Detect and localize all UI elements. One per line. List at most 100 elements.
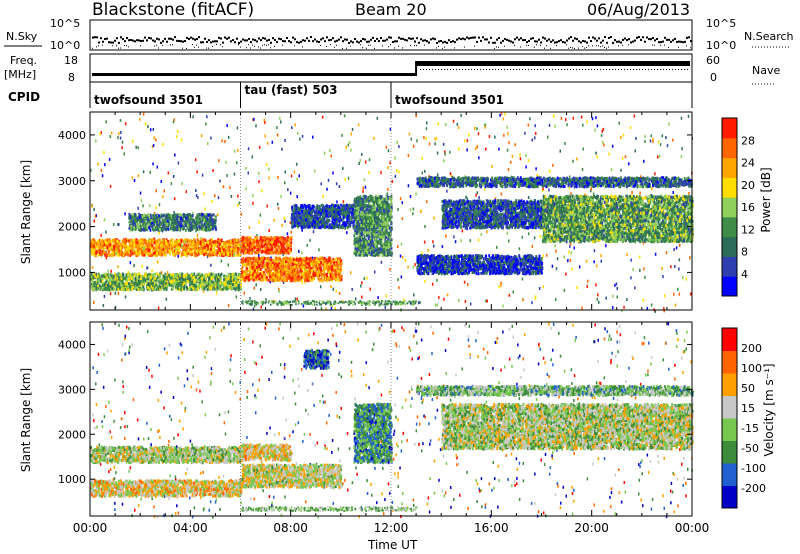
heatmap-cell — [176, 135, 178, 138]
heatmap-cell — [634, 149, 636, 152]
nsky-sample — [154, 40, 156, 42]
nsky-sample — [132, 40, 134, 42]
nsky-sample — [302, 39, 304, 41]
nave-sample — [621, 69, 622, 70]
nsky-sample — [386, 39, 388, 41]
nave-sample — [546, 69, 547, 70]
nsky-sample — [450, 41, 452, 43]
nsky-sample — [140, 40, 142, 42]
nave-sample — [423, 69, 424, 70]
nsearch-sample — [436, 47, 437, 48]
nsky-sample — [464, 38, 466, 40]
heatmap-cell — [115, 292, 117, 295]
nsearch-sample — [360, 44, 361, 45]
heatmap-cell — [514, 143, 516, 146]
nsearch-sample — [596, 45, 597, 46]
nsky-sample — [112, 42, 114, 44]
heatmap-cell — [531, 138, 533, 141]
nsky-sample — [650, 38, 652, 40]
heatmap-cell — [566, 123, 568, 126]
nsky-sample — [552, 39, 554, 41]
nave-sample — [582, 69, 583, 70]
heatmap-cell — [411, 138, 413, 141]
heatmap-cell — [569, 175, 571, 178]
heatmap-cell — [570, 259, 572, 262]
nsky-sample — [574, 37, 576, 39]
nsky-sample — [638, 36, 640, 38]
nave-tick-high: 60 — [706, 54, 720, 67]
nsky-sample — [136, 39, 138, 41]
heatmap-cell — [618, 122, 620, 125]
nsky-sample — [682, 41, 684, 43]
nsky-sample — [576, 38, 578, 40]
nsky-sample — [142, 40, 144, 42]
nsky-sample — [234, 41, 236, 43]
heatmap-cell — [294, 171, 296, 174]
nsearch-sample — [444, 47, 445, 48]
heatmap-cell — [93, 208, 95, 211]
nsearch-sample — [128, 46, 129, 47]
nsky-sample — [396, 40, 398, 42]
nsearch-sample — [208, 48, 209, 49]
nsky-sample — [536, 41, 538, 43]
heatmap-cell — [644, 140, 646, 143]
nsky-sample — [648, 38, 650, 40]
heatmap-cell — [167, 271, 169, 274]
nsky-sample — [504, 38, 506, 40]
nsky-sample — [488, 41, 490, 43]
nsky-sample — [442, 41, 444, 43]
heatmap-cell — [118, 132, 120, 135]
nsky-sample — [172, 39, 174, 41]
nave-sample — [507, 69, 508, 70]
heatmap-cell — [294, 123, 296, 126]
nsky-sample — [658, 41, 660, 43]
nsky-sample — [130, 39, 132, 41]
nsky-sample — [322, 37, 324, 39]
heatmap-cell — [95, 215, 97, 218]
nsearch-sample — [260, 48, 261, 49]
nsky-sample — [418, 42, 420, 44]
heatmap-cell — [387, 166, 389, 169]
nsky-sample — [420, 38, 422, 40]
heatmap-cell — [504, 112, 506, 115]
nsky-sample — [98, 41, 100, 43]
heatmap-cell — [284, 220, 286, 223]
nsky-sample — [608, 37, 610, 39]
heatmap-cell — [654, 172, 656, 175]
nsearch-sample — [546, 45, 547, 46]
heatmap-cell — [651, 187, 653, 190]
nsky-sample — [340, 36, 342, 38]
nsky-sample — [198, 36, 200, 38]
nsky-sample — [664, 37, 666, 39]
nave-sample — [588, 69, 589, 70]
nsky-sample — [242, 39, 244, 41]
nsky-sample — [146, 39, 148, 41]
heatmap-cell — [298, 174, 300, 177]
heatmap-cell — [365, 161, 367, 164]
nave-sample — [492, 69, 493, 70]
nave-sample — [459, 69, 460, 70]
nsky-sample — [250, 41, 252, 43]
nsky-sample — [502, 40, 504, 42]
nave-sample — [651, 69, 652, 70]
nsky-sample — [492, 42, 494, 44]
nsky-sample — [374, 40, 376, 42]
nsky-sample — [144, 37, 146, 39]
heatmap-cell — [260, 306, 262, 309]
nsky-sample — [612, 42, 614, 44]
nsky-sample — [532, 37, 534, 39]
nsky-sample — [446, 42, 448, 44]
nsearch-sample — [192, 44, 193, 45]
nsky-sample — [422, 40, 424, 42]
nsearch-sample — [438, 46, 439, 47]
nsky-sample — [470, 37, 472, 39]
heatmap-cell — [443, 143, 445, 146]
nsky-sample — [196, 38, 198, 40]
heatmap-cell — [322, 195, 324, 198]
nave-sample — [555, 69, 556, 70]
nave-sample — [429, 69, 430, 70]
heatmap-cell — [474, 127, 476, 130]
heatmap-cell — [623, 134, 625, 137]
nsearch-sample — [414, 45, 415, 46]
nsky-sample — [592, 36, 594, 38]
